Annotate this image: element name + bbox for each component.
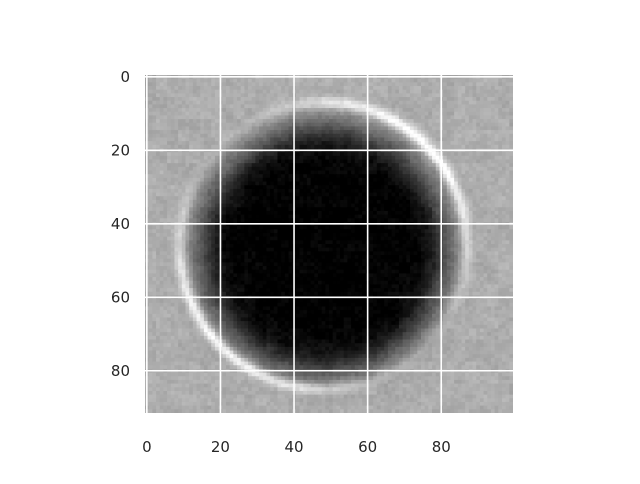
y-tick-label: 80 xyxy=(111,362,130,380)
x-tick-label: 40 xyxy=(284,438,303,456)
x-tick-label: 0 xyxy=(142,438,152,456)
y-tick-label: 0 xyxy=(120,68,130,86)
y-tick-label: 40 xyxy=(111,215,130,233)
x-tick-label: 80 xyxy=(432,438,451,456)
x-axis-ticks: 0 20 40 60 80 xyxy=(142,438,451,456)
y-axis-ticks: 0 20 40 60 80 xyxy=(111,68,130,380)
x-tick-label: 60 xyxy=(358,438,377,456)
x-tick-label: 20 xyxy=(211,438,230,456)
y-tick-label: 20 xyxy=(111,141,130,159)
image-cells xyxy=(145,75,514,414)
y-tick-label: 60 xyxy=(111,288,130,306)
